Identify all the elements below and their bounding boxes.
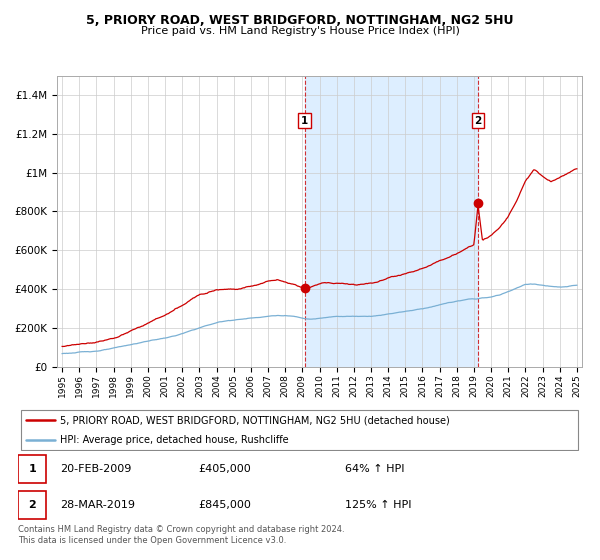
Text: 5, PRIORY ROAD, WEST BRIDGFORD, NOTTINGHAM, NG2 5HU (detached house): 5, PRIORY ROAD, WEST BRIDGFORD, NOTTINGH… [60, 415, 450, 425]
Text: 20-FEB-2009: 20-FEB-2009 [60, 464, 131, 474]
Text: 2: 2 [28, 500, 36, 510]
Text: 2: 2 [475, 116, 482, 126]
Text: 64% ↑ HPI: 64% ↑ HPI [345, 464, 404, 474]
Text: Price paid vs. HM Land Registry's House Price Index (HPI): Price paid vs. HM Land Registry's House … [140, 26, 460, 36]
Text: 125% ↑ HPI: 125% ↑ HPI [345, 500, 412, 510]
Text: HPI: Average price, detached house, Rushcliffe: HPI: Average price, detached house, Rush… [60, 435, 289, 445]
Text: 1: 1 [28, 464, 36, 474]
Bar [305, 76, 478, 367]
Text: Contains HM Land Registry data © Crown copyright and database right 2024.
This d: Contains HM Land Registry data © Crown c… [18, 525, 344, 545]
FancyBboxPatch shape [21, 410, 578, 450]
Text: £405,000: £405,000 [199, 464, 251, 474]
Text: £845,000: £845,000 [199, 500, 251, 510]
FancyBboxPatch shape [18, 455, 46, 483]
Text: 1: 1 [301, 116, 308, 126]
Text: 5, PRIORY ROAD, WEST BRIDGFORD, NOTTINGHAM, NG2 5HU: 5, PRIORY ROAD, WEST BRIDGFORD, NOTTINGH… [86, 14, 514, 27]
Text: 28-MAR-2019: 28-MAR-2019 [60, 500, 136, 510]
FancyBboxPatch shape [18, 491, 46, 519]
